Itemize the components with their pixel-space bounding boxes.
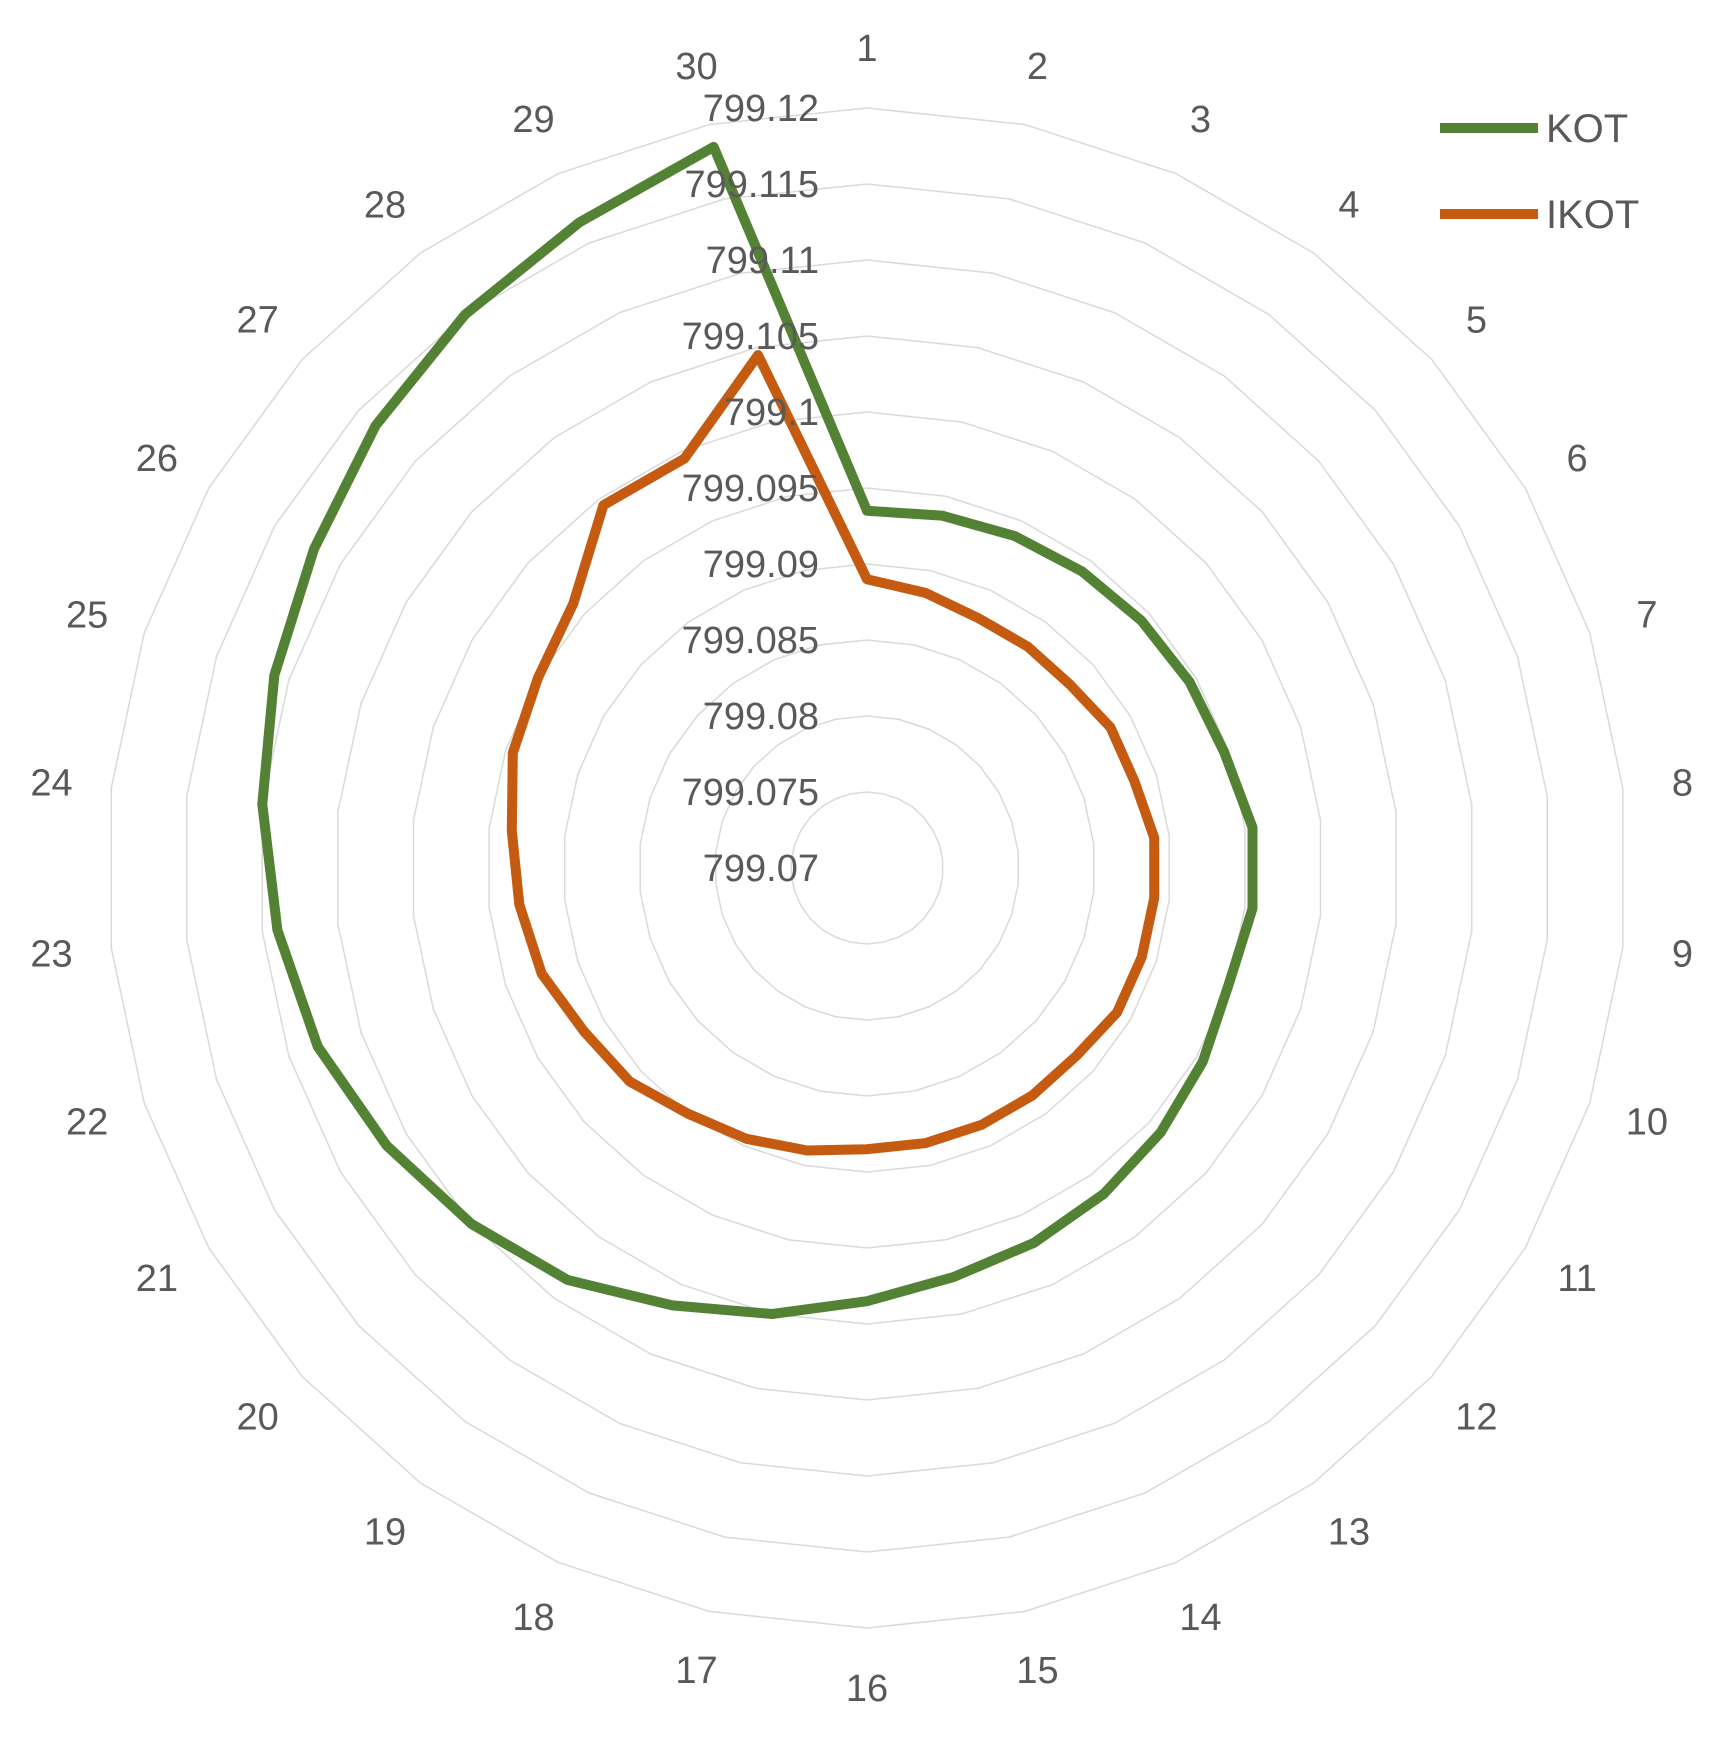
legend-label-kot: KOT [1546,107,1628,151]
category-label: 28 [364,185,406,227]
grid-ring [412,411,1322,1325]
radial-tick-label: 799.09 [703,544,819,586]
category-label: 11 [1557,1258,1596,1300]
series-line-kot [257,141,1258,1319]
radial-tick-label: 799.085 [682,620,819,662]
category-label: 3 [1190,99,1211,141]
category-label: 16 [846,1668,888,1710]
grid-ring [110,107,1624,1629]
category-label: 26 [136,438,178,480]
series-line-ikot [506,350,1160,1156]
category-label: 6 [1567,438,1588,480]
category-labels: 1 234567891011121314151617181920212223242… [30,28,1693,1710]
category-label: 15 [1016,1650,1058,1692]
legend-item-ikot: IKOT [1440,193,1639,237]
category-label: 13 [1328,1511,1370,1553]
category-label: 7 [1636,595,1657,637]
radial-tick-label: 799.105 [682,316,819,358]
radar-series [257,141,1258,1319]
category-label: 14 [1179,1597,1221,1639]
category-label: 27 [236,299,278,341]
category-label: 24 [30,762,72,804]
category-label: 20 [236,1397,278,1439]
legend: KOT IKOT [1440,107,1639,237]
radial-tick-labels: 799.07 799.075 799.08 799.085 799.09 799.095 7… [682,88,819,890]
category-label: 21 [136,1258,178,1300]
radial-tick-label: 799.115 [684,164,819,206]
legend-item-kot: KOT [1440,107,1628,151]
radial-tick-label: 799.1 [724,392,819,434]
category-label: 29 [512,99,554,141]
category-label: 2 [1027,46,1048,88]
category-label: 5 [1466,299,1487,341]
grid-ring [185,183,1549,1553]
category-label: 8 [1672,762,1693,804]
category-label: 17 [675,1650,717,1692]
radial-tick-label: 799.12 [703,88,819,130]
radial-tick-label: 799.075 [682,772,819,814]
grid-ring [563,563,1171,1173]
radial-tick-label: 799.11 [706,240,819,282]
category-label: 19 [364,1511,406,1553]
category-label: 1 [856,28,877,70]
grid-ring [337,335,1397,1401]
category-label: 25 [66,595,108,637]
category-label: 23 [30,934,72,976]
legend-label-ikot: IKOT [1546,193,1639,237]
grid-ring [790,791,944,945]
grid-ring [488,487,1246,1249]
grid-ring [639,639,1095,1097]
category-label: 30 [675,46,717,88]
category-label: 22 [66,1101,108,1143]
category-label: 18 [512,1597,554,1639]
category-label: 9 [1672,934,1693,976]
category-label: 10 [1626,1101,1668,1143]
category-label: 4 [1338,185,1359,227]
grid-ring [715,715,1019,1021]
category-label: 12 [1455,1397,1497,1439]
radial-tick-label: 799.07 [703,848,819,890]
radar-grid [110,107,1624,1629]
grid-ring [261,259,1473,1477]
radial-tick-label: 799.08 [703,696,819,738]
radial-tick-label: 799.095 [682,468,819,510]
